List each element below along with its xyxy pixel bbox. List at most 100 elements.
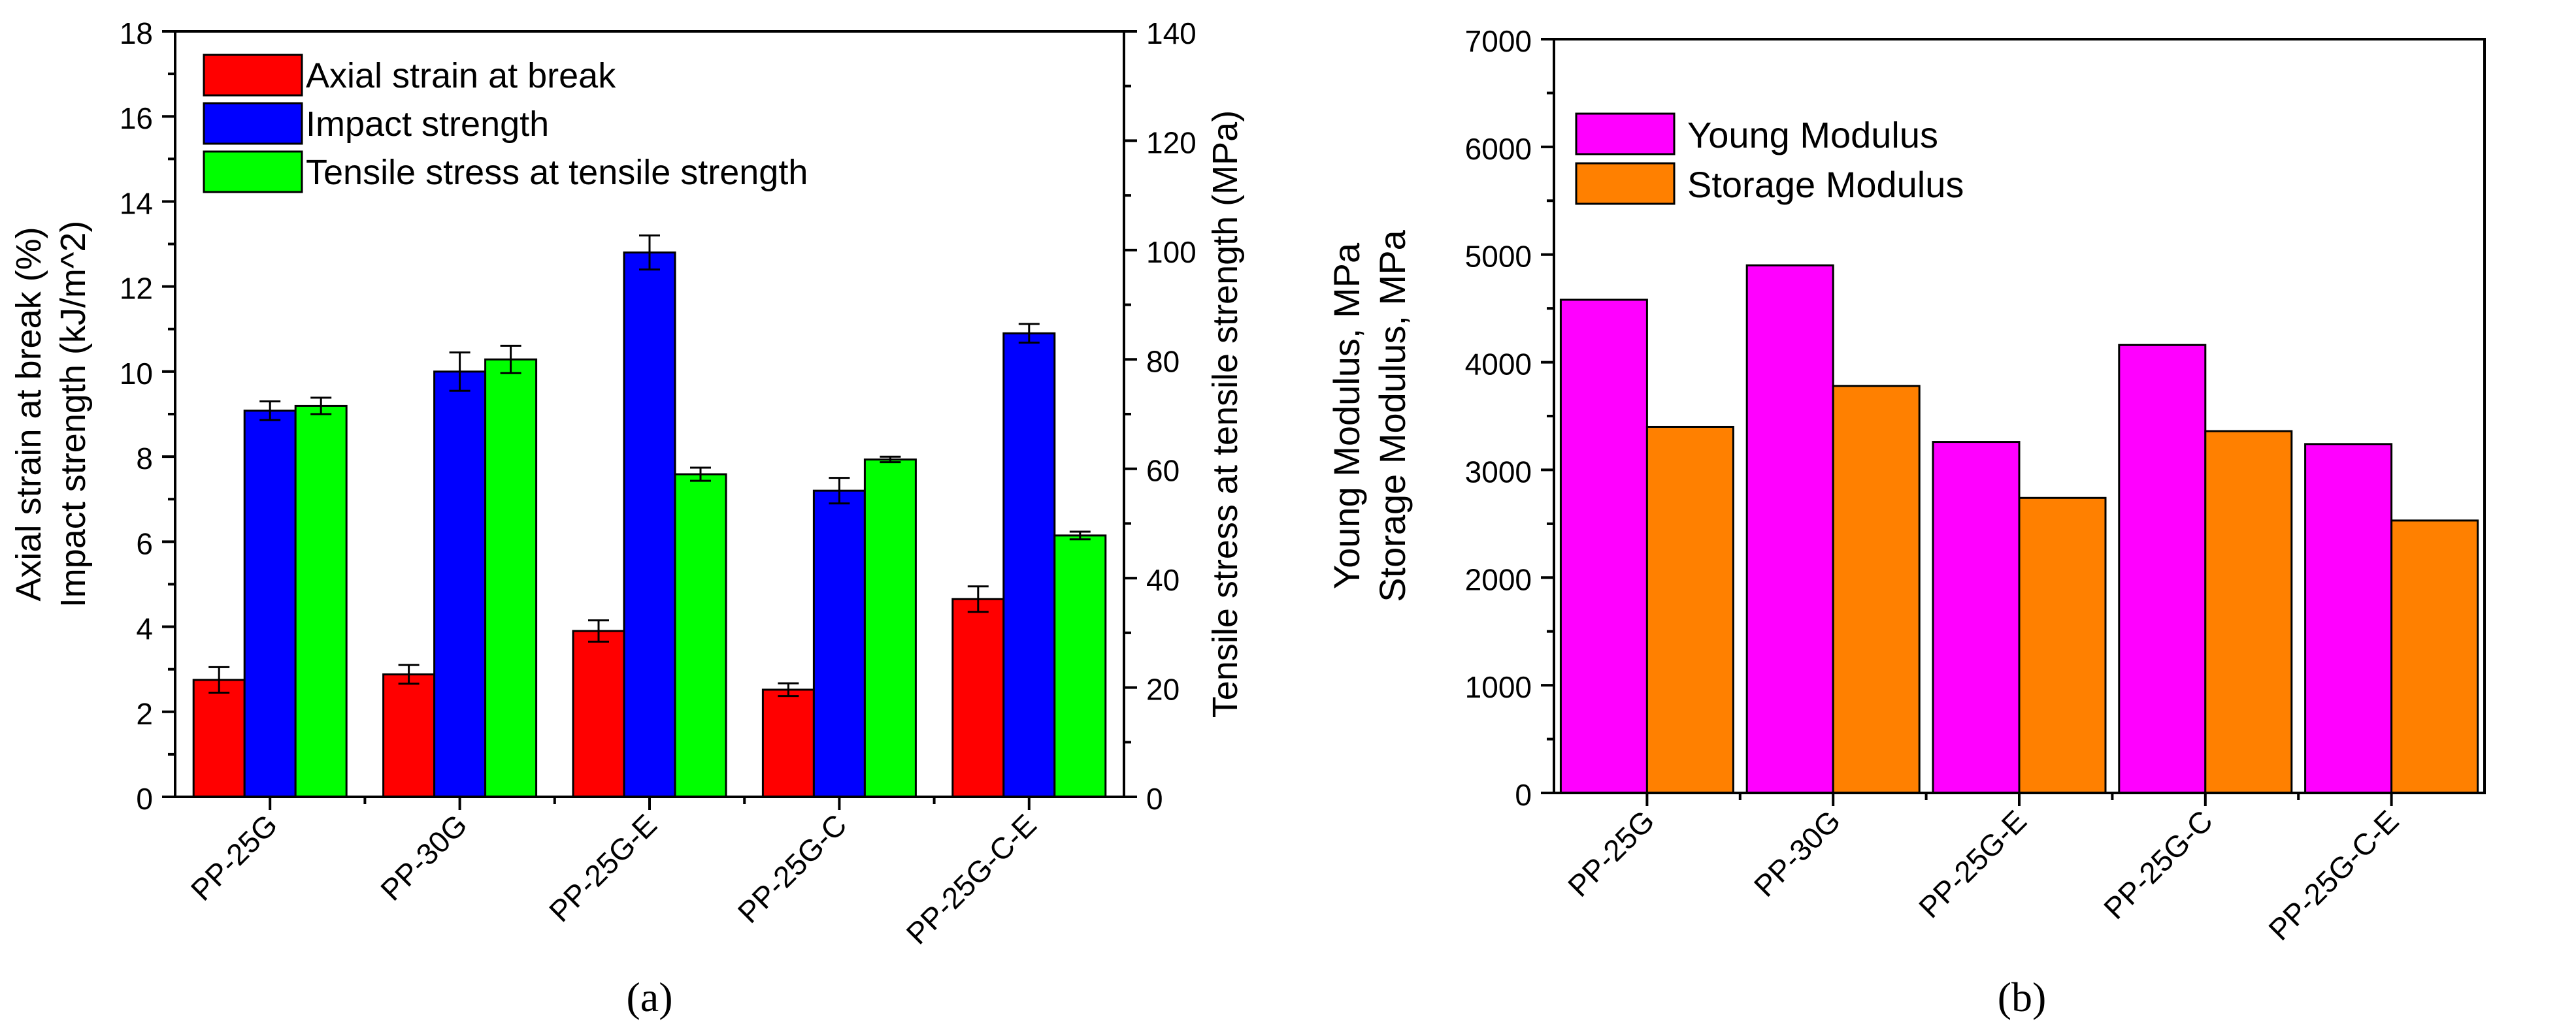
x-tick-label: PP-25G-E (1912, 803, 2033, 924)
legend-swatch-impact-strength (203, 102, 303, 145)
y-tick-label: 7000 (1465, 24, 1532, 58)
bar-young-modulus-pp-25g (1559, 298, 1648, 794)
panel-label-a: (a) (626, 974, 672, 1020)
bar-storage-modulus-pp-25g-c-e (2390, 519, 2479, 794)
bar-young-modulus-pp-25g-c-e (2304, 443, 2393, 794)
bar-tensile-stress-at-tensile-strength-pp-25g-c (863, 458, 917, 798)
error-bar-axial-strain-at-break-pp-25g-e (588, 619, 609, 643)
y-tick-label: 12 (120, 272, 153, 306)
y-tick-label: 6 (136, 526, 153, 560)
chart-a-x-axis: PP-25G PP-30G PP-25G-E PP-25G-C PP-25G-C-E (184, 797, 1043, 951)
y-tick-label: 2000 (1465, 562, 1532, 596)
bar-tensile-stress-at-tensile-strength-pp-25g (294, 404, 348, 798)
error-bar-impact-strength-pp-25g (259, 400, 281, 421)
y2-tick-label: 120 (1146, 125, 1197, 159)
y-tick-label: 8 (136, 442, 153, 476)
y2-tick-label: 60 (1146, 454, 1180, 488)
chart-a-left-axis: 0 2 4 6 8 10 12 14 16 18 (120, 16, 175, 816)
legend-swatch-storage-modulus (1575, 162, 1676, 205)
legend-label-young-modulus: Young Modulus (1687, 114, 1938, 155)
legend-swatch-young-modulus (1575, 112, 1676, 155)
error-bar-impact-strength-pp-25g-e (639, 234, 660, 271)
y-tick-label: 3000 (1465, 455, 1532, 489)
bar-impact-strength-pp-25g-c-e (1002, 332, 1056, 798)
chart-b: 0 1000 2000 3000 4000 5000 6000 7000 PP-25G PP-3… (1326, 24, 2486, 1020)
error-bar-tensile-stress-at-tensile-strength-pp-25g-c-e (1069, 530, 1091, 541)
legend-label-impact-strength: Impact strength (306, 105, 549, 144)
chart-a-ylabel-line2: Impact strength (kJ/m^2) (54, 221, 93, 608)
bar-impact-strength-pp-25g (243, 410, 297, 798)
bar-storage-modulus-pp-30g (1832, 385, 1921, 794)
x-tick-label: PP-25G-C (731, 807, 853, 929)
x-tick-label: PP-25G (1561, 803, 1660, 903)
chart-b-x-axis: PP-25G PP-30G PP-25G-E PP-25G-C PP-25G-C-E (1561, 793, 2405, 947)
chart-b-ylabel-line2: Storage Modulus, MPa (1372, 229, 1413, 602)
y-tick-label: 0 (1515, 778, 1532, 812)
y-tick-label: 5000 (1465, 240, 1532, 274)
x-tick-label: PP-30G (1747, 803, 1847, 903)
error-bar-tensile-stress-at-tensile-strength-pp-25g (310, 396, 332, 415)
bar-young-modulus-pp-30g (1745, 264, 1834, 794)
y2-tick-label: 40 (1146, 563, 1180, 597)
y-tick-label: 18 (120, 16, 153, 50)
y-tick-label: 10 (120, 357, 153, 391)
y-tick-label: 14 (120, 186, 153, 220)
y-tick-label: 4000 (1465, 347, 1532, 381)
chart-a-y2label: Tensile stress at tensile strength (MPa) (1206, 110, 1245, 718)
chart-a-bars (192, 234, 1107, 798)
x-tick-label: PP-25G-E (542, 807, 663, 928)
x-tick-label: PP-30G (374, 807, 473, 907)
chart-a-legend: Axial strain at break Impact strength Te… (203, 54, 808, 193)
x-tick-label: PP-25G-C (2097, 803, 2219, 926)
bar-axial-strain-at-break-pp-25g-c (761, 688, 815, 798)
error-bar-tensile-stress-at-tensile-strength-pp-25g-e (690, 466, 711, 482)
chart-b-ylabel-line1: Young Modulus, MPa (1326, 242, 1367, 589)
chart-a-right-axis: 0 20 40 60 80 100 120 140 (1124, 16, 1197, 816)
bar-axial-strain-at-break-pp-30g (382, 673, 436, 798)
panel-label-b: (b) (1998, 974, 2047, 1020)
chart-b-bars (1559, 264, 2479, 794)
bar-impact-strength-pp-25g-c (812, 489, 866, 798)
bar-axial-strain-at-break-pp-25g-c-e (951, 598, 1005, 798)
y-tick-label: 4 (136, 612, 153, 646)
y2-tick-label: 0 (1146, 782, 1163, 816)
y2-tick-label: 20 (1146, 673, 1180, 707)
legend-label-axial-strain: Axial strain at break (306, 56, 616, 95)
y-tick-label: 0 (136, 782, 153, 816)
error-bar-impact-strength-pp-25g-c-e (1018, 323, 1040, 344)
error-bar-axial-strain-at-break-pp-25g (208, 666, 230, 694)
bar-tensile-stress-at-tensile-strength-pp-25g-e (674, 473, 727, 798)
chart-a-ylabel-line1: Axial strain at break (%) (9, 227, 48, 601)
y-tick-label: 1000 (1465, 670, 1532, 704)
y-tick-label: 6000 (1465, 132, 1532, 166)
error-bar-axial-strain-at-break-pp-30g (398, 664, 420, 685)
bar-impact-strength-pp-25g-e (623, 251, 676, 798)
bar-young-modulus-pp-25g-e (1932, 441, 2021, 794)
bar-axial-strain-at-break-pp-25g (192, 679, 246, 798)
bar-tensile-stress-at-tensile-strength-pp-30g (484, 358, 538, 798)
y2-tick-label: 140 (1146, 16, 1197, 50)
error-bar-axial-strain-at-break-pp-25g-c-e (967, 585, 989, 613)
bar-impact-strength-pp-30g (433, 370, 487, 798)
error-bar-tensile-stress-at-tensile-strength-pp-30g (500, 344, 521, 374)
legend-swatch-axial-strain (203, 54, 303, 97)
error-bar-axial-strain-at-break-pp-25g-c (778, 682, 799, 698)
error-bar-tensile-stress-at-tensile-strength-pp-25g-c (880, 455, 901, 464)
legend-label-storage-modulus: Storage Modulus (1687, 164, 1964, 205)
bar-tensile-stress-at-tensile-strength-pp-25g-c-e (1053, 534, 1107, 798)
bar-axial-strain-at-break-pp-25g-e (572, 630, 625, 798)
bar-storage-modulus-pp-25g (1645, 425, 1734, 794)
error-bar-impact-strength-pp-25g-c (829, 477, 850, 505)
x-tick-label: PP-25G-C-E (2262, 803, 2405, 946)
bar-storage-modulus-pp-25g-e (2018, 496, 2107, 794)
bar-storage-modulus-pp-25g-c (2204, 430, 2293, 794)
chart-b-legend: Young Modulus Storage Modulus (1575, 112, 1964, 205)
y2-tick-label: 80 (1146, 344, 1180, 378)
y-tick-label: 16 (120, 101, 153, 135)
bar-young-modulus-pp-25g-c (2118, 344, 2207, 794)
y2-tick-label: 100 (1146, 235, 1197, 269)
x-tick-label: PP-25G (184, 807, 284, 907)
x-tick-label: PP-25G-C-E (900, 807, 1043, 950)
